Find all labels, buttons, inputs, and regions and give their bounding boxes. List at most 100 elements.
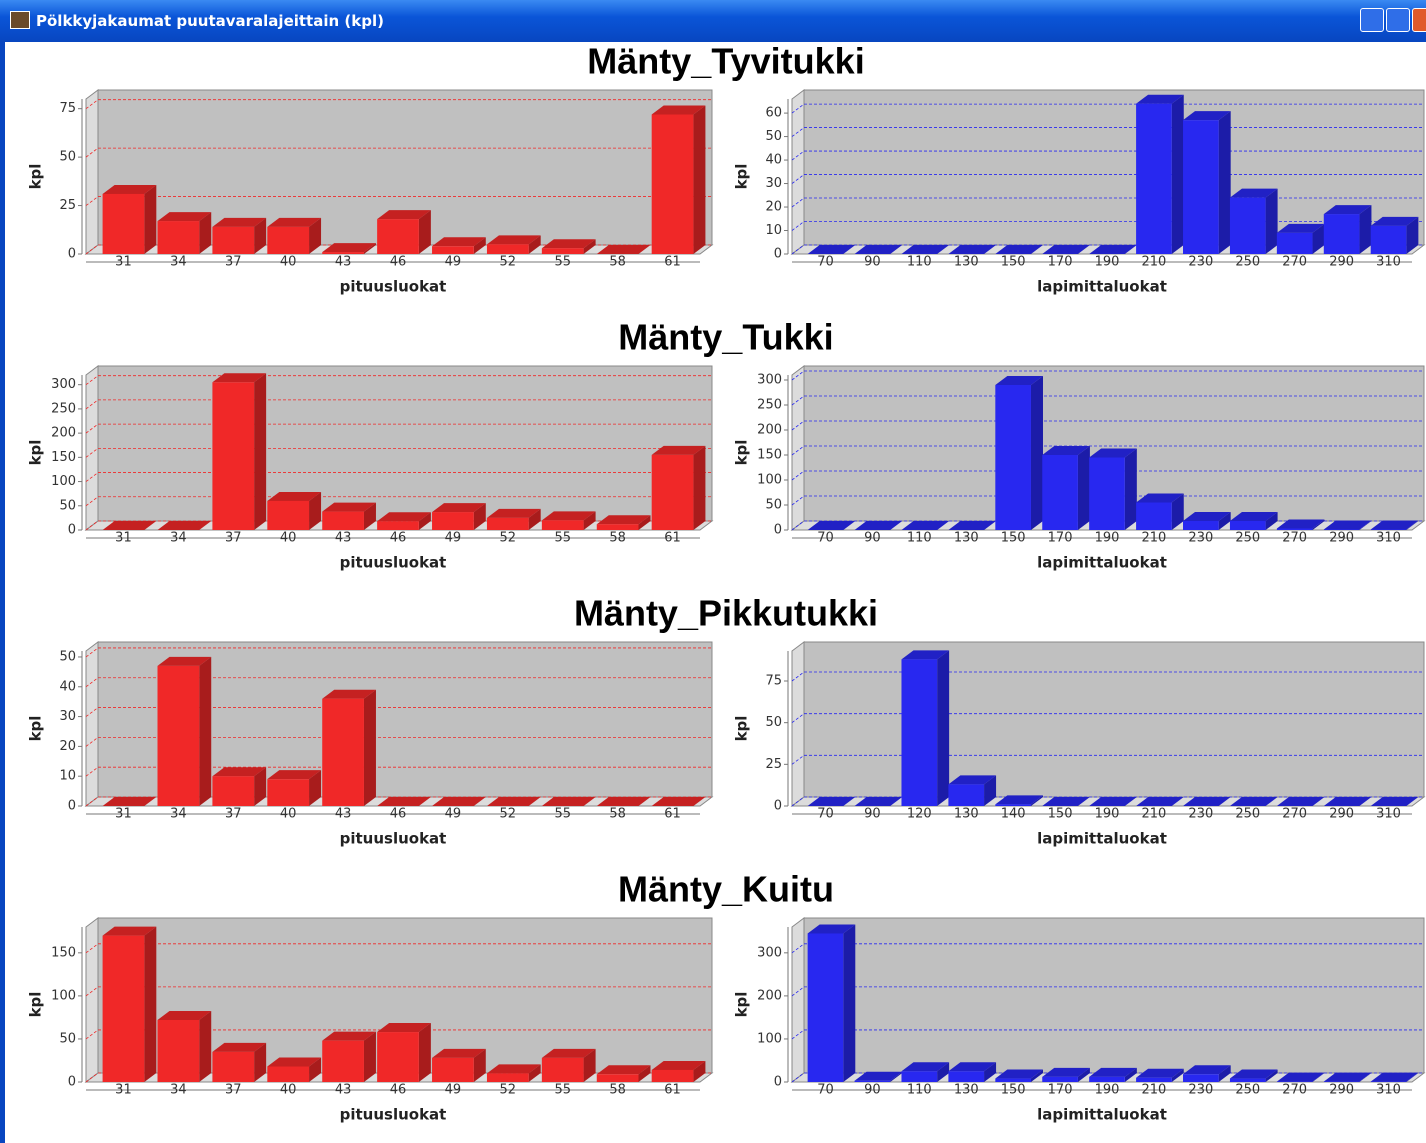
y-tick-label: 150 [51, 945, 76, 960]
y-tick-label: 40 [765, 153, 782, 168]
bar-top [1042, 446, 1090, 455]
y-tick-label: 0 [68, 523, 76, 538]
y-tick-label: 150 [757, 448, 782, 463]
x-tick-label: 34 [170, 255, 187, 270]
close-button[interactable] [1412, 8, 1426, 32]
x-tick-label: 31 [115, 807, 132, 822]
bar [157, 1020, 200, 1082]
bar [267, 500, 310, 530]
x-tick-label: 61 [664, 255, 681, 270]
y-tick-label: 150 [51, 450, 76, 465]
bar-top [807, 924, 856, 934]
bar-side [309, 491, 322, 530]
bar [1089, 457, 1125, 530]
bar-top [1042, 1067, 1090, 1077]
bar-side [363, 689, 376, 806]
bar [995, 385, 1031, 530]
x-tick-label: 58 [609, 531, 626, 546]
x-tick-label: 250 [1235, 807, 1260, 822]
minimize-button[interactable] [1360, 8, 1384, 32]
bar-side [1359, 205, 1372, 254]
bar-top [267, 491, 322, 501]
bar-top [1136, 797, 1184, 806]
bar-side [1218, 512, 1231, 530]
bar [948, 784, 985, 806]
x-tick-label: 230 [1188, 255, 1213, 270]
x-tick-label: 70 [817, 1083, 834, 1098]
bar-top [267, 770, 322, 780]
bar-side [1030, 795, 1043, 806]
grid-line-side [791, 420, 805, 431]
bar-side [583, 511, 596, 530]
bar-side [1030, 376, 1043, 530]
x-tick-label: 270 [1282, 531, 1307, 546]
bar-top [432, 1048, 486, 1058]
x-tick-label: 37 [225, 1083, 242, 1098]
y-tick-label: 10 [765, 223, 782, 238]
bar-top [995, 245, 1043, 254]
grid-line-side [85, 737, 99, 747]
bar-side [1265, 188, 1278, 254]
y-tick-label: 300 [757, 373, 782, 388]
bar-side [199, 656, 212, 806]
y-tick-label: 0 [774, 247, 782, 262]
bar-side [1312, 1072, 1325, 1082]
bar [807, 933, 844, 1082]
section-title: Mänty_Kuitu [618, 869, 834, 910]
x-tick-label: 290 [1329, 1083, 1354, 1098]
section-title: Mänty_Tyvitukki [587, 41, 864, 82]
y-tick-label: 75 [765, 674, 782, 689]
x-tick-label: 210 [1142, 807, 1167, 822]
bar-top [212, 217, 267, 227]
grid-line-side [791, 1029, 805, 1040]
grid-line-side [85, 766, 99, 777]
bar-side [1265, 1069, 1278, 1082]
x-tick-label: 270 [1282, 1083, 1307, 1098]
x-tick-label: 70 [817, 807, 834, 822]
bar [995, 1078, 1031, 1082]
bar-top [486, 235, 541, 245]
bar [1183, 521, 1219, 530]
grid-line-side [85, 943, 99, 954]
bar-side [1359, 520, 1372, 530]
bar-top [212, 1042, 267, 1052]
bar-side [937, 650, 950, 806]
y-tick-label: 250 [757, 398, 782, 413]
y-tick-label: 50 [59, 1031, 76, 1046]
bar-side [1406, 1072, 1419, 1082]
y-tick-label: 300 [757, 945, 782, 960]
grid-line-side [791, 395, 805, 406]
grid-line-side [791, 103, 805, 114]
bar-top [541, 1048, 596, 1058]
x-axis-label: lapimittaluokat [1037, 1106, 1167, 1124]
bar-top [322, 502, 376, 512]
bar-side [254, 1042, 267, 1082]
bar-top [212, 373, 267, 383]
bar-top [377, 512, 431, 522]
app-icon [10, 11, 30, 29]
y-tick-label: 20 [765, 200, 782, 215]
x-tick-label: 110 [907, 255, 932, 270]
bar-top [651, 445, 706, 455]
bar [541, 248, 584, 254]
bar-top [901, 245, 950, 254]
y-tick-label: 250 [51, 401, 76, 416]
grid-line-side [85, 707, 99, 717]
bar-top [157, 656, 212, 666]
x-tick-label: 310 [1376, 255, 1401, 270]
x-tick-label: 210 [1142, 1083, 1167, 1098]
grid-line-side [85, 448, 99, 458]
bar-top [995, 795, 1043, 805]
bar-top [157, 212, 212, 222]
x-tick-label: 34 [170, 807, 187, 822]
maximize-button[interactable] [1386, 8, 1410, 32]
bar-top [948, 521, 997, 530]
x-tick-label: 250 [1235, 531, 1260, 546]
bar-top [1229, 188, 1278, 198]
side-wall [85, 365, 99, 531]
x-tick-label: 55 [554, 807, 571, 822]
bar-top [377, 210, 431, 220]
bar-top [948, 1062, 997, 1072]
bar-side [583, 239, 596, 254]
x-tick-label: 58 [609, 255, 626, 270]
